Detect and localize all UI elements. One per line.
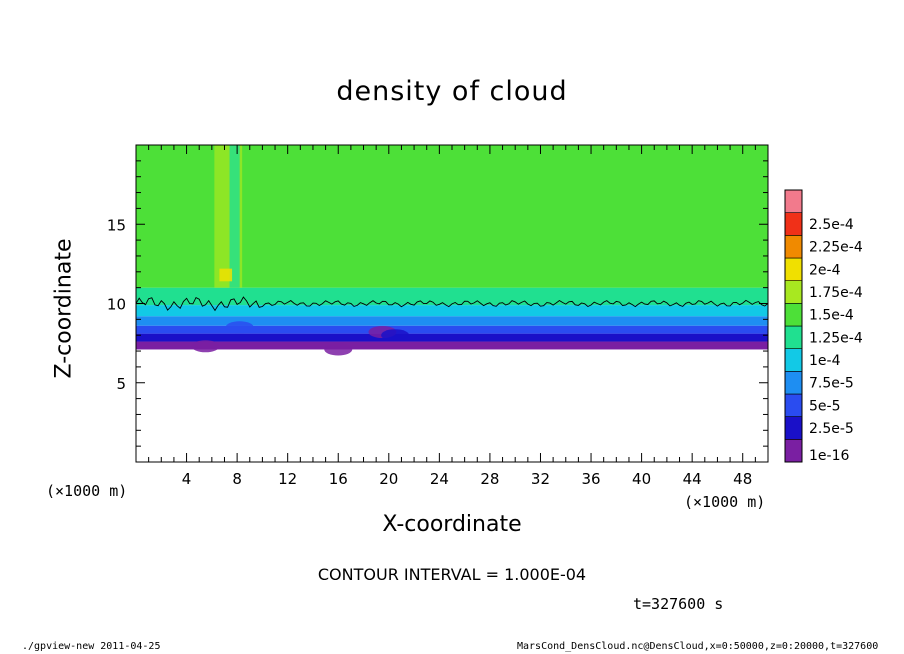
colorbar-swatch [784, 189, 803, 213]
colorbar-swatch [784, 348, 803, 372]
colorbar-label: 1e-16 [809, 448, 849, 464]
x-tick-label: 12 [278, 470, 297, 488]
colorbar-frame [784, 189, 803, 463]
heatmap-blob [191, 340, 220, 353]
colorbar-swatch [784, 439, 803, 463]
contour-lines [135, 296, 769, 312]
time-label: t=327600 s [633, 595, 724, 613]
heatmap-band [136, 316, 768, 326]
x-tick-label: 8 [232, 470, 242, 488]
colorbar-swatch [784, 371, 803, 395]
x-tick-label: 4 [182, 470, 192, 488]
y-axis-label: Z-coordinate [51, 238, 77, 379]
x-unit-label-left: (×1000 m) [46, 482, 128, 500]
colorbar-label: 2.5e-5 [809, 421, 854, 437]
colorbar-swatch [784, 280, 803, 304]
x-unit-label-right: (×1000 m) [684, 493, 766, 511]
colorbar-label: 1e-4 [809, 353, 841, 369]
heatmap-band [136, 341, 768, 350]
heatmap-plume-core [229, 145, 240, 288]
colorbar-swatch [784, 257, 803, 281]
y-tick-label: 15 [107, 216, 126, 234]
y-tick-label: 5 [116, 375, 126, 393]
x-tick-label: 24 [430, 470, 449, 488]
colorbar-label: 2.25e-4 [809, 240, 863, 256]
colorbar-label: 7.5e-5 [809, 376, 854, 392]
contour-line [135, 296, 769, 312]
x-tick-label: 28 [480, 470, 499, 488]
heatmap-blob [225, 321, 254, 334]
colorbar-label: 2e-4 [809, 262, 841, 278]
colorbar-swatch [784, 393, 803, 417]
colorbar-swatch [784, 325, 803, 349]
colorbar: 1e-16 2.5e-5 5e-5 7.5e-5 1e-4 1.25e-4 1.5e-4 1.… [784, 189, 863, 464]
y-tick-label: 10 [107, 296, 126, 314]
colorbar-swatch [784, 416, 803, 440]
x-tick-label: 36 [581, 470, 600, 488]
colorbar-label: 1.25e-4 [809, 330, 863, 346]
heatmap-plume-peak [219, 268, 233, 282]
chart-title: density of cloud [336, 76, 568, 107]
heatmap-field [136, 145, 768, 356]
heatmap-band [136, 325, 768, 334]
heatmap-band [136, 287, 768, 306]
colorbar-label: 1.5e-4 [809, 308, 854, 324]
colorbar-swatch [784, 235, 803, 259]
contour-interval-text: CONTOUR INTERVAL = 1.000E-04 [317, 565, 587, 584]
heatmap-blob [381, 329, 410, 342]
colorbar-label: 5e-5 [809, 398, 840, 414]
colorbar-label: 2.5e-4 [809, 217, 854, 233]
x-axis-label: X-coordinate [382, 512, 522, 537]
x-tick-label: 16 [329, 470, 348, 488]
x-tick-label: 44 [683, 470, 702, 488]
heatmap-band [136, 333, 768, 342]
colorbar-swatch [784, 212, 803, 236]
footer-right: MarsCond_DensCloud.nc@DensCloud,x=0:5000… [517, 641, 879, 652]
y-axis-ticks: 5 10 15 [107, 160, 768, 447]
colorbar-label: 1.75e-4 [809, 285, 863, 301]
x-tick-label: 48 [733, 470, 752, 488]
colorbar-swatch [784, 303, 803, 327]
x-tick-label: 32 [531, 470, 550, 488]
x-tick-label: 40 [632, 470, 651, 488]
x-tick-label: 20 [379, 470, 398, 488]
heatmap-band [136, 305, 768, 317]
heatmap-blob [324, 343, 353, 356]
footer-left: ./gpview-new 2011-04-25 [22, 641, 161, 652]
x-axis-ticks: 4 8 12 16 20 24 28 32 36 40 44 48 [148, 145, 756, 488]
